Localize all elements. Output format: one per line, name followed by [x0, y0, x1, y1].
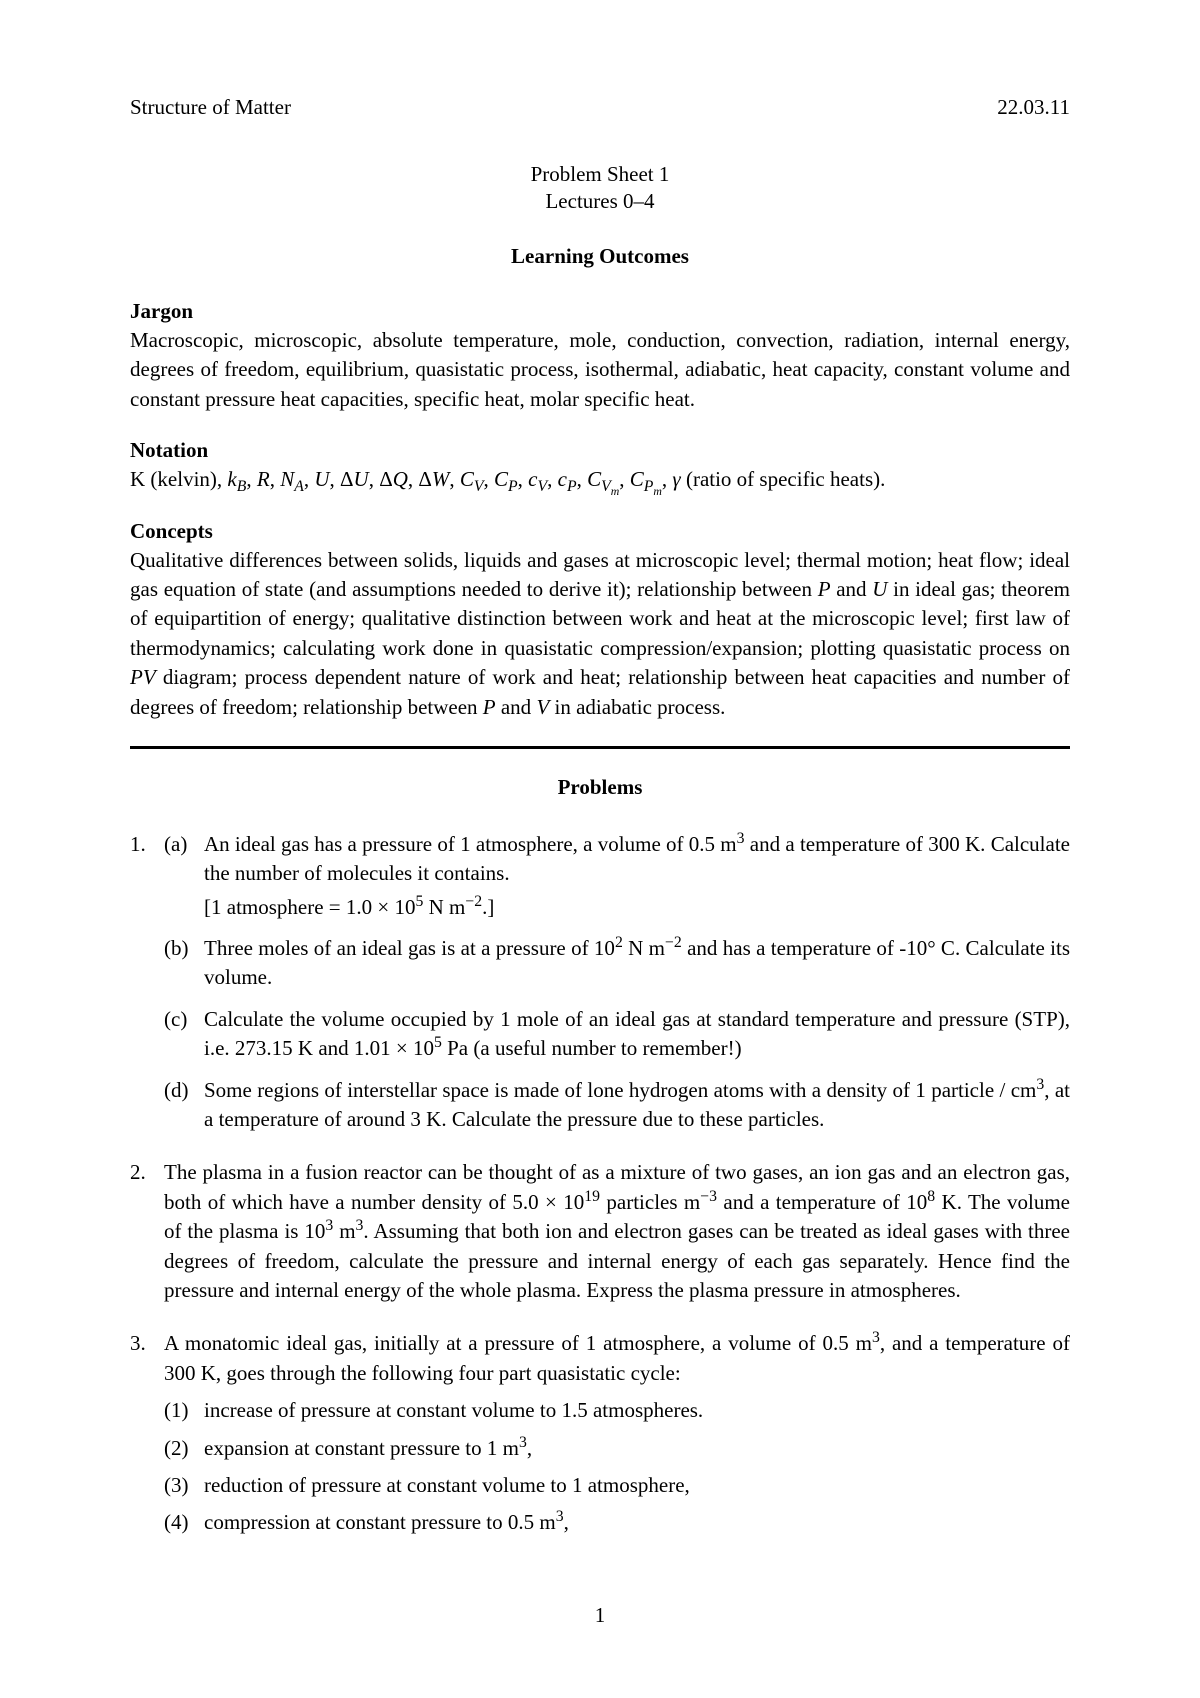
- problem-3-step-2-label: (2): [164, 1434, 204, 1463]
- problem-1d-label: (d): [164, 1076, 204, 1135]
- problem-1a: (a) An ideal gas has a pressure of 1 atm…: [164, 830, 1070, 922]
- problem-1a-note: [1 atmosphere = 1.0 × 105 N m−2.]: [204, 893, 1070, 922]
- problem-1b-label: (b): [164, 934, 204, 993]
- notation-heading: Notation: [130, 438, 1070, 463]
- sheet-title: Problem Sheet 1: [130, 162, 1070, 187]
- problem-1c: (c) Calculate the volume occupied by 1 m…: [164, 1005, 1070, 1064]
- problem-1a-label: (a): [164, 830, 204, 922]
- problem-1: 1. (a) An ideal gas has a pressure of 1 …: [130, 830, 1070, 1135]
- problem-1c-body: Calculate the volume occupied by 1 mole …: [204, 1005, 1070, 1064]
- problem-3-step-4: (4) compression at constant pressure to …: [164, 1508, 1070, 1537]
- problem-3-step-3-body: reduction of pressure at constant volume…: [204, 1471, 1070, 1500]
- problem-1-number: 1.: [130, 830, 164, 1135]
- problem-1a-body: An ideal gas has a pressure of 1 atmosph…: [204, 830, 1070, 922]
- notation-body: K (kelvin), kB, R, NA, U, ΔU, ΔQ, ΔW, CV…: [130, 465, 1070, 494]
- divider: [130, 746, 1070, 749]
- learning-outcomes-heading: Learning Outcomes: [130, 244, 1070, 269]
- problem-3-step-3: (3) reduction of pressure at constant vo…: [164, 1471, 1070, 1500]
- problem-3-step-4-label: (4): [164, 1508, 204, 1537]
- header-left: Structure of Matter: [130, 95, 291, 120]
- problem-1b-body: Three moles of an ideal gas is at a pres…: [204, 934, 1070, 993]
- problem-3-steps: (1) increase of pressure at constant vol…: [164, 1396, 1070, 1538]
- problem-2: 2. The plasma in a fusion reactor can be…: [130, 1158, 1070, 1305]
- problem-1-body: (a) An ideal gas has a pressure of 1 atm…: [164, 830, 1070, 1135]
- problem-3: 3. A monatomic ideal gas, initially at a…: [130, 1329, 1070, 1545]
- sheet-subtitle: Lectures 0–4: [130, 189, 1070, 214]
- header-row: Structure of Matter 22.03.11: [130, 95, 1070, 120]
- problem-3-step-3-label: (3): [164, 1471, 204, 1500]
- problem-3-step-4-body: compression at constant pressure to 0.5 …: [204, 1508, 1070, 1537]
- problem-3-step-1-label: (1): [164, 1396, 204, 1425]
- jargon-body: Macroscopic, microscopic, absolute tempe…: [130, 326, 1070, 414]
- problem-3-step-1: (1) increase of pressure at constant vol…: [164, 1396, 1070, 1425]
- problem-3-step-2: (2) expansion at constant pressure to 1 …: [164, 1434, 1070, 1463]
- jargon-heading: Jargon: [130, 299, 1070, 324]
- problem-3-step-2-body: expansion at constant pressure to 1 m3,: [204, 1434, 1070, 1463]
- header-date: 22.03.11: [997, 95, 1070, 120]
- problems-heading: Problems: [130, 775, 1070, 800]
- problem-1b: (b) Three moles of an ideal gas is at a …: [164, 934, 1070, 993]
- problem-1d: (d) Some regions of interstellar space i…: [164, 1076, 1070, 1135]
- concepts-heading: Concepts: [130, 519, 1070, 544]
- problem-2-number: 2.: [130, 1158, 164, 1305]
- problem-3-step-1-body: increase of pressure at constant volume …: [204, 1396, 1070, 1425]
- problem-1d-body: Some regions of interstellar space is ma…: [204, 1076, 1070, 1135]
- problem-1c-label: (c): [164, 1005, 204, 1064]
- problem-3-body: A monatomic ideal gas, initially at a pr…: [164, 1329, 1070, 1545]
- page-number: 1: [0, 1603, 1200, 1628]
- page: Structure of Matter 22.03.11 Problem She…: [0, 0, 1200, 1698]
- problem-3-number: 3.: [130, 1329, 164, 1545]
- concepts-body: Qualitative differences between solids, …: [130, 546, 1070, 722]
- problem-2-body: The plasma in a fusion reactor can be th…: [164, 1158, 1070, 1305]
